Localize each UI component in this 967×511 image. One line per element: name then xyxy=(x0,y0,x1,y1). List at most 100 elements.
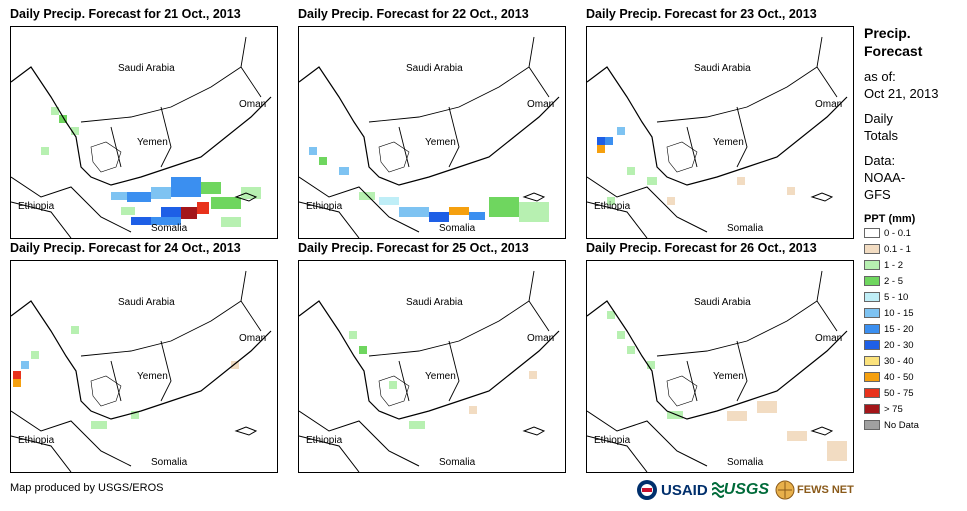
label-saudi: Saudi Arabia xyxy=(694,297,751,308)
panel-title: Daily Precip. Forecast for 23 Oct., 2013 xyxy=(586,7,817,21)
map-panel: Daily Precip. Forecast for 24 Oct., 2013… xyxy=(10,241,278,473)
legend-swatch xyxy=(864,292,880,302)
map-panel: Daily Precip. Forecast for 23 Oct., 2013… xyxy=(586,7,854,239)
panel-title: Daily Precip. Forecast for 26 Oct., 2013 xyxy=(586,241,817,255)
label-yemen: Yemen xyxy=(425,137,456,148)
usaid-logo: USAID xyxy=(661,481,708,499)
legend-label: 40 - 50 xyxy=(884,371,914,383)
legend-item: 10 - 15 xyxy=(864,305,964,321)
map-frame: Saudi Arabia Oman Yemen Ethiopia Somalia xyxy=(586,260,854,473)
legend-label: 2 - 5 xyxy=(884,275,904,287)
label-somalia: Somalia xyxy=(151,457,188,468)
label-saudi: Saudi Arabia xyxy=(406,297,463,308)
map-panel: Daily Precip. Forecast for 22 Oct., 2013… xyxy=(298,7,566,239)
precip-cell xyxy=(197,202,209,214)
fews-globe-icon xyxy=(775,480,795,500)
precip-cell xyxy=(607,311,615,319)
map-frame: Saudi Arabia Oman Yemen Ethiopia Somalia xyxy=(298,260,566,473)
legend-item: 0.1 - 1 xyxy=(864,241,964,257)
precip-cell xyxy=(489,197,519,217)
precip-cell xyxy=(359,192,375,200)
precip-cell xyxy=(647,361,655,369)
label-oman: Oman xyxy=(527,333,555,344)
legend-swatch xyxy=(864,260,880,270)
precip-cell xyxy=(469,406,477,414)
map-graphic xyxy=(587,36,848,238)
map-frame: Saudi Arabia Oman Yemen Ethiopia Somalia xyxy=(586,26,854,239)
legend-swatch xyxy=(864,308,880,318)
label-yemen: Yemen xyxy=(425,371,456,382)
daily-line2: Totals xyxy=(864,128,898,143)
legend-item: 15 - 20 xyxy=(864,321,964,337)
precip-cell xyxy=(389,381,397,389)
precip-cell xyxy=(309,147,317,155)
precip-cell xyxy=(469,212,485,220)
precip-cell xyxy=(399,207,429,217)
legend-label: 10 - 15 xyxy=(884,307,914,319)
map-graphic xyxy=(299,36,560,238)
precip-cell xyxy=(127,192,151,202)
daily-line1: Daily xyxy=(864,111,893,126)
label-ethiopia: Ethiopia xyxy=(18,435,55,446)
precip-cell xyxy=(757,401,777,413)
panel-title: Daily Precip. Forecast for 21 Oct., 2013 xyxy=(10,7,241,21)
precip-cell xyxy=(13,371,21,379)
label-oman: Oman xyxy=(239,99,267,110)
precip-cell xyxy=(519,202,549,222)
legend-item: 50 - 75 xyxy=(864,385,964,401)
legend-label: 30 - 40 xyxy=(884,355,914,367)
precip-cell xyxy=(627,346,635,354)
legend-item: > 75 xyxy=(864,401,964,417)
map-panel: Daily Precip. Forecast for 25 Oct., 2013… xyxy=(298,241,566,473)
precip-cell xyxy=(339,167,349,175)
precip-cell xyxy=(827,441,847,461)
precip-cell xyxy=(201,182,221,194)
legend-swatch xyxy=(864,420,880,430)
map-graphic xyxy=(299,270,560,472)
precip-cell xyxy=(667,197,675,205)
map-panel: Daily Precip. Forecast for 21 Oct., 2013… xyxy=(10,7,278,239)
precip-cell xyxy=(211,197,241,209)
data-source-1: NOAA- xyxy=(864,170,906,185)
precip-cell xyxy=(241,187,261,199)
legend: Precip. Forecast as of: Oct 21, 2013 Dai… xyxy=(864,24,964,433)
legend-item: 20 - 30 xyxy=(864,337,964,353)
label-ethiopia: Ethiopia xyxy=(594,435,631,446)
label-oman: Oman xyxy=(527,99,555,110)
precip-cell xyxy=(727,411,747,421)
label-ethiopia: Ethiopia xyxy=(18,201,55,212)
precip-cell xyxy=(111,192,127,200)
panel-title: Daily Precip. Forecast for 24 Oct., 2013 xyxy=(10,241,241,255)
precip-cell xyxy=(151,187,171,199)
map-graphic xyxy=(587,270,848,472)
label-saudi: Saudi Arabia xyxy=(118,297,175,308)
label-somalia: Somalia xyxy=(727,223,764,234)
precip-cell xyxy=(71,326,79,334)
asof-label: as of: xyxy=(864,69,896,84)
ppt-title: PPT (mm) xyxy=(864,213,916,225)
label-yemen: Yemen xyxy=(713,371,744,382)
legend-swatch xyxy=(864,388,880,398)
legend-label: 0.1 - 1 xyxy=(884,243,911,255)
legend-swatch xyxy=(864,404,880,414)
map-frame: Saudi Arabia Oman Yemen Ethiopia Somalia xyxy=(10,26,278,239)
precip-cell xyxy=(647,177,657,185)
precip-cell xyxy=(617,127,625,135)
precip-cell xyxy=(31,351,39,359)
legend-item: 0 - 0.1 xyxy=(864,225,964,241)
asof-date: Oct 21, 2013 xyxy=(864,86,939,101)
map-frame: Saudi Arabia Oman Yemen Ethiopia Somalia xyxy=(298,26,566,239)
precip-cell xyxy=(529,371,537,379)
legend-item: 40 - 50 xyxy=(864,369,964,385)
precip-cell xyxy=(171,177,201,197)
precip-cell xyxy=(379,197,399,205)
precip-cell xyxy=(605,137,613,145)
legend-swatch xyxy=(864,324,880,334)
precip-cell xyxy=(121,207,135,215)
precip-cell xyxy=(41,147,49,155)
panel-title: Daily Precip. Forecast for 25 Oct., 2013 xyxy=(298,241,529,255)
label-yemen: Yemen xyxy=(137,137,168,148)
data-label: Data: xyxy=(864,153,896,168)
legend-title-2: Forecast xyxy=(864,43,923,59)
label-saudi: Saudi Arabia xyxy=(694,63,751,74)
